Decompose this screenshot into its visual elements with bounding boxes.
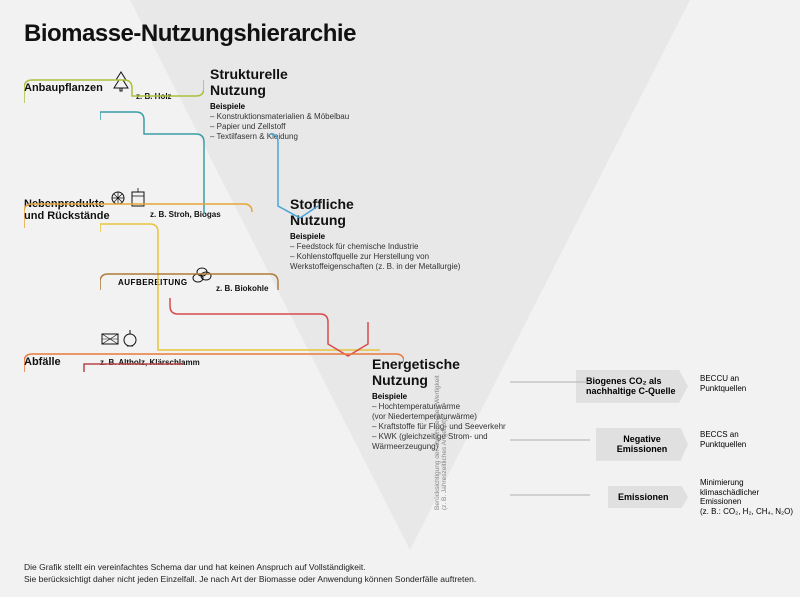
footer-disclaimer: Die Grafik stellt ein vereinfachtes Sche… xyxy=(24,562,476,585)
green-connector xyxy=(24,78,204,108)
structural-use-title: Strukturelle Nutzung xyxy=(210,66,349,98)
negative-note: BECCS an Punktquellen xyxy=(700,430,746,449)
emissions-card: Emissionen xyxy=(608,486,688,508)
brown-red-connector xyxy=(100,270,400,360)
page-title: Biomasse-Nutzungshierarchie xyxy=(24,20,776,48)
emissions-note: Minimierung klimaschädlicher Emissionen … xyxy=(700,478,793,516)
dark-orange-connector xyxy=(24,348,404,378)
biogenic-note: BECCU an Punktquellen xyxy=(700,374,746,393)
vertical-note: Berücksichtigung der abnehmenden Wertigk… xyxy=(434,375,448,510)
grey-connectors xyxy=(510,370,610,530)
